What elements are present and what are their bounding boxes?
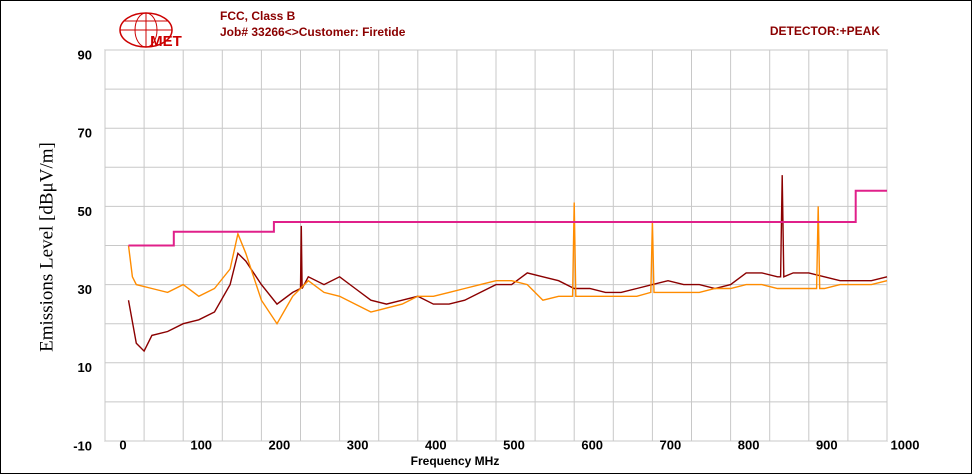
x-tick-label: 0 <box>119 437 126 452</box>
x-tick-label: 500 <box>503 437 525 452</box>
x-tick-label: 300 <box>347 437 369 452</box>
y-tick-label: 50 <box>78 204 92 219</box>
y-axis-label: Emissions Level [dBμV/m] <box>36 142 57 352</box>
y-tick-label: 30 <box>78 282 92 297</box>
x-tick-label: 800 <box>738 437 760 452</box>
x-tick-label: 600 <box>581 437 603 452</box>
x-tick-label: 700 <box>660 437 682 452</box>
series-line <box>127 175 888 353</box>
x-tick-label: 1000 <box>891 437 920 452</box>
chart-title: FCC, Class B <box>220 9 296 23</box>
logo-text: MET <box>150 33 182 50</box>
logo: MET <box>119 12 182 50</box>
series-line <box>128 189 887 247</box>
x-tick-label: 900 <box>816 437 838 452</box>
x-tick-label: 100 <box>190 437 212 452</box>
annotation: DETECTOR:+PEAK <box>770 24 880 38</box>
x-tick-label: 200 <box>269 437 291 452</box>
y-tick-label: 90 <box>78 47 92 62</box>
series-line <box>127 202 888 326</box>
y-tick-label: 70 <box>78 126 92 141</box>
x-tick-label: 400 <box>425 437 447 452</box>
y-tick-label: 10 <box>78 360 92 375</box>
chart-subtitle: Job# 33266<>Customer: Firetide <box>220 25 406 39</box>
y-tick-label: -10 <box>73 438 92 453</box>
x-axis-label: Frequency MHz <box>411 454 500 468</box>
